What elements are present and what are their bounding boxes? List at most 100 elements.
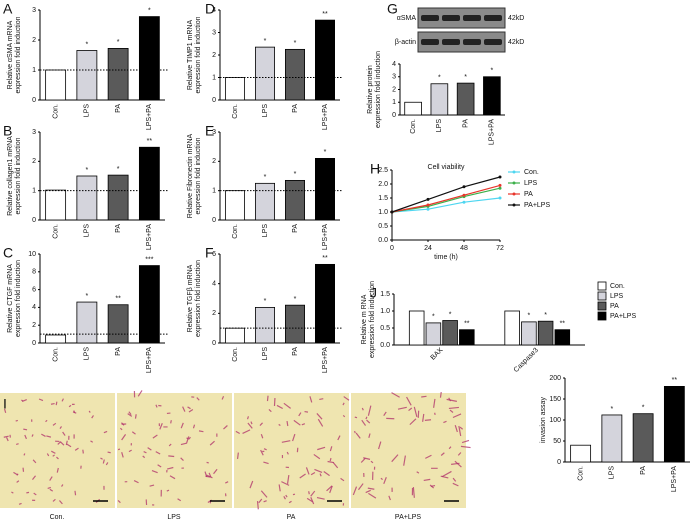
cell: [121, 452, 124, 458]
significance-label: **: [115, 296, 121, 303]
cell: [73, 410, 76, 414]
cell: [323, 470, 330, 477]
cell: [452, 413, 462, 419]
cell: [327, 460, 334, 464]
cell: [206, 474, 213, 479]
x-tick-label: Caspase3: [513, 347, 540, 374]
x-tick-label: LPS: [262, 224, 269, 238]
cell: [439, 392, 442, 398]
cell: [309, 396, 313, 403]
cell: [388, 495, 391, 501]
bar: [537, 320, 554, 346]
bar: [521, 321, 537, 346]
cell: [100, 457, 103, 460]
x-tick-label: Con.: [577, 466, 584, 481]
cell: [55, 401, 58, 406]
x-tick-label: Con.: [232, 104, 239, 119]
cell: [32, 459, 37, 464]
cell: [223, 425, 228, 430]
blot-label: αSMA: [397, 15, 417, 22]
bar: [284, 48, 305, 101]
cell: [413, 406, 418, 418]
cell: [3, 435, 9, 438]
y-tick-label: 1: [392, 99, 396, 106]
y-tick-label: 0.0: [380, 342, 390, 349]
cell: [260, 449, 264, 456]
cell: [246, 416, 250, 420]
cell: [256, 500, 259, 510]
chart-title: Cell viability: [428, 164, 465, 171]
x-tick-label: Con.: [52, 347, 59, 362]
blot-band: [484, 39, 502, 45]
cell: [198, 430, 204, 433]
cell: [209, 440, 215, 446]
cell: [343, 396, 350, 401]
cell: [52, 454, 55, 457]
bar: [45, 69, 67, 101]
cell: [105, 462, 109, 466]
y-tick-label: 2: [212, 52, 216, 59]
cell: [155, 451, 161, 455]
y-tick-label: 4: [32, 304, 36, 311]
cell: [397, 406, 407, 410]
series-line: [391, 184, 501, 213]
blot-band: [463, 39, 481, 45]
y-tick-label: 6: [32, 286, 36, 293]
y-tick-label: 1: [212, 188, 216, 195]
legend-label: PA+LPS: [610, 313, 636, 320]
micrograph: [0, 393, 115, 508]
cell: [151, 469, 158, 474]
y-tick-label: 2: [212, 158, 216, 165]
significance-label: **: [322, 255, 328, 262]
cell: [278, 423, 281, 427]
point: [462, 193, 466, 197]
cell: [316, 496, 325, 500]
blot-band: [484, 15, 502, 21]
significance-label: *: [294, 40, 297, 47]
bar: [632, 413, 654, 463]
bar: [107, 174, 129, 221]
cell: [316, 413, 323, 420]
bar: [138, 16, 160, 101]
blot-band: [463, 15, 481, 21]
x-tick-label: LPS: [436, 119, 443, 133]
x-tick-label: 24: [424, 245, 432, 252]
y-tick-label: 2: [392, 86, 396, 93]
cell: [117, 448, 121, 451]
cell: [357, 483, 364, 491]
y-axis-label: Relative αSMA mRNA: [7, 20, 14, 89]
y-axis-label: invasion assay: [540, 397, 547, 443]
significance-label: **: [147, 138, 153, 145]
cell: [103, 430, 108, 434]
cell: [57, 441, 62, 445]
cell: [310, 497, 315, 505]
y-axis-label: expression fold induction: [195, 137, 202, 214]
cell: [329, 457, 332, 462]
bar: [442, 320, 458, 346]
significance-label: *: [117, 39, 120, 46]
panel-letter: E: [205, 123, 214, 139]
cell: [459, 426, 464, 430]
y-tick-label: 3: [392, 74, 396, 81]
x-tick-label: LPS+PA: [322, 347, 329, 373]
cell: [180, 422, 184, 429]
significance-label: *: [148, 7, 151, 14]
cell: [91, 415, 94, 419]
series-line: [391, 176, 501, 213]
panel-letter: H: [370, 161, 380, 177]
legend-swatch: [597, 281, 607, 291]
y-tick-label: 3: [212, 29, 216, 36]
y-tick-label: 100: [549, 417, 561, 424]
cell: [329, 446, 333, 452]
bar: [459, 329, 475, 346]
y-tick-label: 3: [32, 129, 36, 136]
cell: [88, 410, 91, 413]
point: [426, 203, 430, 207]
point: [426, 207, 430, 211]
legend-label: Con.: [610, 283, 625, 290]
cell: [52, 422, 57, 426]
cell: [360, 457, 366, 463]
significance-label: **: [464, 321, 470, 328]
cell: [268, 409, 272, 413]
point: [498, 196, 502, 200]
